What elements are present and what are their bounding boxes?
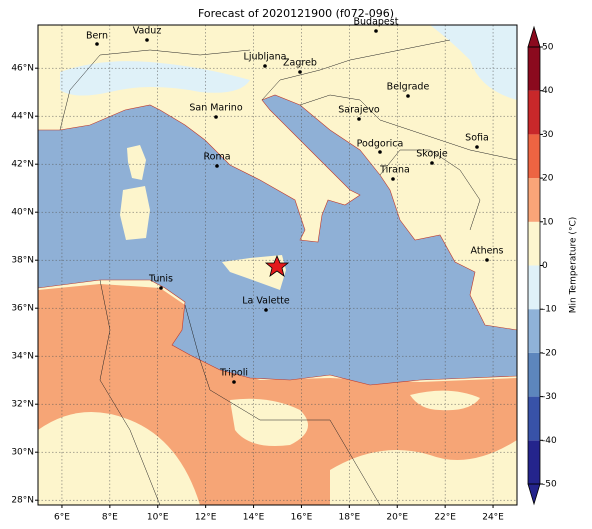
colorbar-tick-label: -10	[542, 305, 557, 315]
x-tick-label: 8°E	[102, 513, 118, 523]
city-label: Athens	[471, 246, 504, 257]
colorbar-segment	[528, 90, 540, 135]
city-label: Belgrade	[387, 82, 430, 93]
x-tick-label: 24°E	[482, 513, 504, 523]
colorbar-tick-label: 10	[542, 217, 554, 227]
city-label: Bern	[86, 31, 108, 42]
city-label: San Marino	[189, 103, 242, 114]
city-dot	[391, 177, 395, 181]
y-tick-label: 46°N	[11, 64, 34, 74]
colorbar-tick-label: 50	[542, 43, 554, 53]
y-tick-label: 30°N	[11, 448, 34, 458]
grid	[38, 25, 517, 505]
forecast-point	[264, 254, 290, 277]
colorbar-segment	[528, 178, 540, 222]
city-dot	[475, 145, 479, 149]
city-label: Zagreb	[283, 58, 317, 69]
title: Forecast of 2020121900 (f072-096)	[198, 7, 394, 20]
cities: Bern Vaduz Budapest Ljubljana Zagreb Bel…	[86, 17, 504, 384]
colorbar-tick-label: 0	[542, 261, 548, 271]
y-tick-label: 28°N	[11, 496, 34, 506]
city-dot	[298, 70, 302, 74]
colorbar: -50 -40 -30 -20 -10 0 10 20 30 40 50	[527, 25, 557, 506]
y-tick-label: 40°N	[11, 208, 34, 218]
sardinia	[120, 186, 150, 240]
y-tick-label: 34°N	[11, 352, 34, 362]
colorbar-tick-label: 30	[542, 130, 554, 140]
city-dot	[406, 94, 410, 98]
y-tick-label: 42°N	[11, 160, 34, 170]
city-label: Vaduz	[133, 26, 162, 37]
city-label: Sofia	[465, 133, 489, 144]
city-dot	[263, 64, 267, 68]
x-tick-label: 10°E	[147, 513, 169, 523]
x-tick-label: 20°E	[386, 513, 408, 523]
border	[59, 39, 517, 505]
corsica	[127, 145, 146, 180]
colorbar-tick-label: -30	[542, 392, 557, 402]
city-dot	[430, 161, 434, 165]
city-dot	[159, 286, 163, 290]
colorbar-extend	[527, 483, 541, 506]
city-label: Tripoli	[219, 368, 248, 379]
city-dot	[374, 29, 378, 33]
colorbar-tick-label: -40	[542, 436, 557, 446]
city-dot	[378, 150, 382, 154]
x-tick-label: 6°E	[54, 513, 70, 523]
colorbar-tick-label: 40	[542, 86, 554, 96]
city-dot	[485, 258, 489, 262]
city-label: Sarajevo	[338, 105, 380, 116]
colorbar-label: Min Temperature (°C)	[569, 217, 579, 314]
map-frame	[37, 24, 518, 506]
cold-area	[60, 61, 250, 96]
city-label: La Valette	[242, 296, 290, 307]
city-dot	[215, 164, 219, 168]
y-tick-label: 44°N	[11, 112, 34, 122]
colorbar-extend	[527, 25, 541, 48]
land	[230, 398, 308, 446]
city-dot	[232, 380, 236, 384]
cold-area	[430, 25, 517, 100]
colorbar-tick-label: -50	[542, 480, 557, 490]
city-label: Ljubljana	[244, 52, 287, 63]
x-tick-label: 16°E	[291, 513, 313, 523]
map-area	[38, 25, 517, 505]
colorbar-segment	[528, 221, 540, 266]
city-label: Tirana	[379, 165, 410, 176]
colorbar-segment	[528, 396, 540, 441]
x-tick-label: 12°E	[195, 513, 217, 523]
colorbar-segment	[528, 265, 540, 310]
colorbar-segment	[528, 134, 540, 179]
city-label: Tunis	[148, 274, 173, 285]
land	[330, 440, 517, 505]
city-dot	[95, 42, 99, 46]
x-tick-label: 18°E	[339, 513, 361, 523]
axes: 6°E 8°E 10°E 12°E 14°E 16°E 18°E 20°E 22°E 24°E 28…	[11, 64, 504, 523]
y-tick-label: 32°N	[11, 400, 34, 410]
x-tick-label: 22°E	[434, 513, 456, 523]
city-dot	[357, 117, 361, 121]
y-tick-label: 38°N	[11, 256, 34, 266]
city-label: Budapest	[354, 17, 399, 28]
city-dot	[264, 308, 268, 312]
colorbar-tick-label: 20	[542, 174, 554, 184]
x-tick-label: 14°E	[243, 513, 265, 523]
colorbar-segment	[528, 309, 540, 353]
y-tick-label: 36°N	[11, 304, 34, 314]
city-dot	[214, 115, 218, 119]
city-dot	[145, 38, 149, 42]
colorbar-segment	[528, 440, 540, 484]
colorbar-segment	[528, 352, 540, 397]
colorbar-tick-label: -20	[542, 348, 557, 358]
city-label: Roma	[203, 152, 230, 163]
city-label: Skopje	[416, 149, 448, 160]
land	[38, 412, 200, 505]
city-label: Podgorica	[357, 139, 404, 150]
colorbar-segment	[528, 47, 540, 91]
